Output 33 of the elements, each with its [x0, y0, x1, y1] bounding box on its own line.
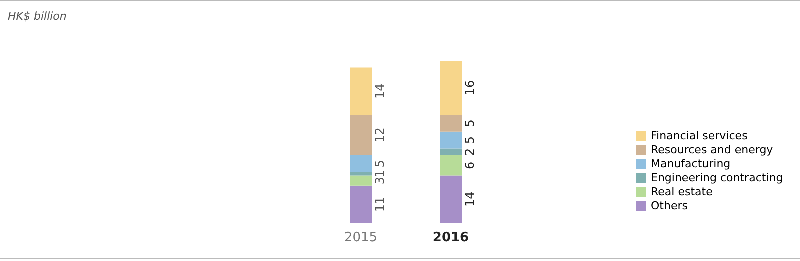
bar [350, 68, 372, 115]
bar [350, 156, 372, 172]
bar [350, 172, 372, 176]
bar [440, 115, 462, 132]
x-tick-label: 2015 [344, 230, 378, 246]
data-label: 5 [373, 160, 387, 168]
bar [440, 156, 462, 176]
data-label: 5 [463, 120, 477, 128]
bar [350, 186, 372, 223]
legend-label: Financial services [651, 130, 748, 142]
bar [440, 148, 462, 156]
legend-label: Manufacturing [651, 158, 731, 170]
legend-label: Others [651, 200, 688, 212]
data-label: 1 [373, 170, 387, 178]
data-label: 12 [373, 128, 387, 143]
legend-label: Real estate [651, 186, 714, 198]
data-label: 14 [463, 192, 477, 208]
bar [440, 61, 462, 115]
data-label: 6 [463, 162, 477, 170]
data-label: 11 [373, 196, 387, 212]
data-label: 2 [463, 148, 477, 156]
bar [440, 176, 462, 223]
data-label: 5 [463, 136, 477, 144]
x-tick-label: 2016 [432, 230, 470, 246]
bar [350, 176, 372, 186]
bar [440, 132, 462, 149]
data-label: 16 [463, 80, 477, 96]
legend-label: Resources and energy [651, 144, 774, 156]
legend-label: Engineering contracting [651, 172, 784, 184]
data-label: 3 [373, 176, 387, 185]
data-label: 14 [373, 84, 387, 100]
bar [350, 115, 372, 156]
text: HK$ billion [8, 10, 67, 23]
